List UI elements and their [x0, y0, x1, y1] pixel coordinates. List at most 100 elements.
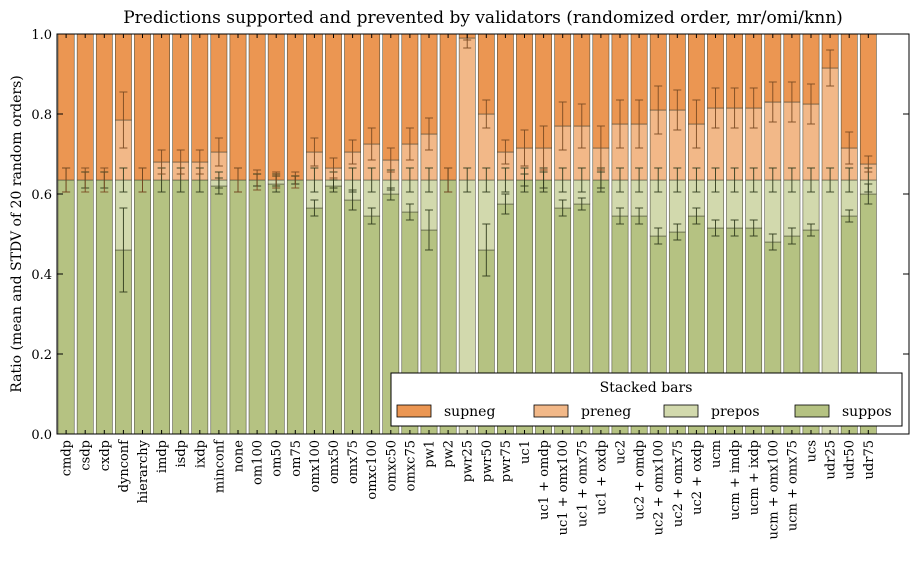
bar-segment-supneg: [95, 33, 113, 181]
x-tick-label: ucm: [709, 440, 724, 468]
error-bar-preneg: [291, 171, 300, 189]
y-axis-label: Ratio (mean and STDV of 20 random orders…: [9, 75, 25, 392]
bar-segment-supneg: [363, 33, 381, 145]
error-bar-preneg: [272, 171, 281, 189]
error-bar-suppos: [405, 203, 414, 221]
x-tick-label: pwr25: [461, 440, 476, 482]
error-bar-preneg: [176, 149, 185, 175]
x-tick-label: uc1 + omx75: [575, 440, 590, 527]
x-tick-label: uc1 + omdp: [537, 440, 552, 520]
error-bar-prepos: [711, 167, 720, 193]
x-tick-label: uc2 + oxdp: [690, 440, 705, 515]
bar-segment-suppos: [57, 179, 75, 435]
error-bar-suppos: [711, 219, 720, 237]
error-bar-preneg: [845, 131, 854, 165]
bar-segment-suppos: [210, 185, 228, 435]
error-bar-suppos: [692, 207, 701, 225]
legend: Stacked bars supneg preneg prepos suppos: [390, 372, 903, 427]
error-bar-preneg: [405, 127, 414, 161]
error-bar-suppos: [482, 223, 491, 277]
y-tick-label: 0.8: [31, 108, 52, 123]
error-bar-preneg: [673, 89, 682, 131]
error-bar-suppos: [749, 219, 758, 237]
error-bar-prepos: [310, 167, 319, 193]
legend-swatch: [663, 404, 699, 418]
bar-segment-supneg: [76, 33, 94, 181]
error-bar-prepos: [826, 167, 835, 193]
error-bar-prepos: [807, 167, 815, 193]
bar-segment-supneg: [153, 33, 170, 163]
legend-label: prepos: [711, 404, 760, 420]
bar-segment-supneg: [439, 33, 457, 181]
error-bar-preneg: [367, 127, 376, 161]
error-bar-preneg: [348, 139, 357, 165]
error-bar-preneg: [711, 87, 720, 129]
error-bar-preneg: [386, 147, 395, 173]
x-tick-label: ixdp: [193, 440, 208, 468]
error-bar-preneg: [157, 149, 166, 175]
error-bar-preneg: [692, 99, 701, 149]
error-bar-prepos: [730, 167, 739, 193]
legend-swatch: [533, 404, 569, 418]
bar-segment-suppos: [267, 183, 285, 435]
bar-segment-suppos: [286, 179, 304, 435]
error-bars-layer: [62, 33, 873, 293]
x-tick-label: uc2 + omx100: [652, 440, 667, 535]
error-bar-suppos: [119, 207, 128, 293]
error-bar-prepos: [768, 167, 777, 193]
x-tick-label: uc2: [614, 440, 629, 464]
bars-layer: [57, 33, 877, 435]
x-tick-label: cxdp: [98, 440, 113, 471]
error-bar-suppos: [768, 233, 777, 251]
bar-segment-supneg: [401, 33, 419, 145]
x-tick-label: om50: [270, 440, 285, 477]
x-tick-label: pw1: [423, 440, 438, 468]
y-tick-label: 0.0: [31, 428, 52, 443]
error-bar-prepos: [119, 167, 128, 193]
bar-segment-suppos: [76, 179, 94, 435]
error-bar-prepos: [367, 167, 376, 193]
x-tick-label: omxc100: [365, 440, 380, 500]
bar-segment-preneg: [458, 37, 476, 181]
x-tick-label: ucm + omx100: [766, 440, 781, 539]
bar-segment-suppos: [248, 179, 266, 435]
error-bar-suppos: [807, 223, 815, 237]
legend-title: Stacked bars: [600, 380, 693, 396]
x-tick-label: pw2: [442, 440, 457, 468]
x-tick-label: uc2 + omx75: [671, 440, 686, 527]
error-bar-preneg: [749, 87, 758, 129]
error-bar-suppos: [310, 199, 319, 217]
x-tick-label: uc1 + oxdp: [594, 440, 609, 515]
error-bar-preneg: [214, 137, 223, 167]
bar-segment-supneg: [286, 33, 304, 181]
error-bar-preneg: [807, 83, 815, 125]
x-tick-label: uc1: [518, 440, 533, 464]
error-bar-suppos: [501, 193, 510, 215]
legend-label: supneg: [444, 404, 495, 420]
error-bar-prepos: [692, 167, 701, 193]
error-bar-preneg: [329, 157, 338, 179]
x-tick-label: uc2 + omdp: [633, 440, 648, 520]
error-bar-preneg: [520, 129, 529, 167]
x-tick-label: omxc50: [384, 440, 399, 491]
legend-swatch: [396, 404, 432, 418]
error-bar-preneg: [195, 149, 204, 175]
chart-title: Predictions supported and prevented by v…: [123, 8, 843, 28]
error-bar-preneg: [253, 169, 262, 191]
x-tick-label: hierarchy: [136, 439, 151, 503]
error-bar-preneg: [81, 167, 90, 193]
bar-segment-supneg: [210, 33, 228, 153]
bar-segment-supneg: [191, 33, 209, 163]
error-bar-preneg: [768, 81, 777, 123]
x-tick-label: omx50: [327, 440, 342, 484]
error-bar-prepos: [520, 167, 529, 193]
error-bar-prepos: [616, 167, 624, 193]
bar-segment-suppos: [363, 215, 381, 435]
bar-segment-suppos: [325, 185, 342, 435]
bar-segment-suppos: [134, 179, 151, 435]
error-bar-preneg: [616, 99, 624, 149]
error-bar-prepos: [749, 167, 758, 193]
error-bar-preneg: [787, 81, 796, 123]
bar-segment-supneg: [134, 33, 151, 181]
